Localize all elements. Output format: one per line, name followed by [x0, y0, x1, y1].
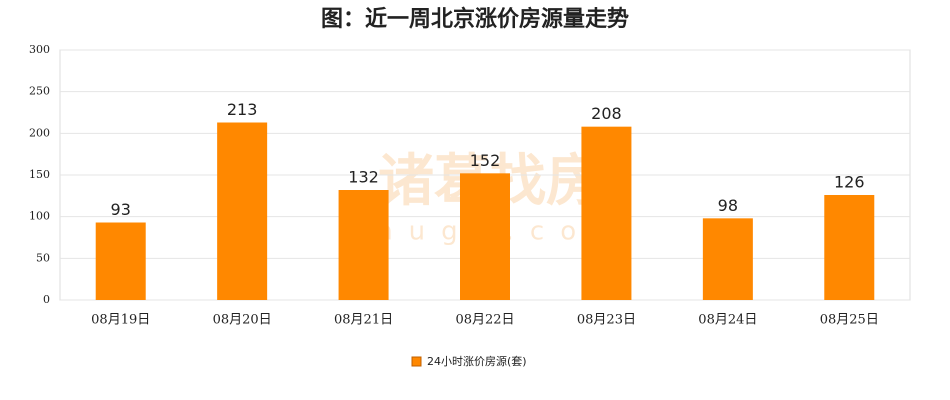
y-tick-label: 300	[29, 43, 50, 56]
x-tick-label: 08月21日	[334, 313, 393, 328]
data-label: 132	[348, 168, 379, 187]
bar	[460, 173, 510, 300]
y-tick-label: 0	[43, 293, 50, 306]
y-tick-label: 150	[29, 168, 50, 181]
x-tick-label: 08月22日	[455, 313, 514, 328]
data-label: 213	[227, 100, 258, 119]
x-tick-label: 08月23日	[577, 313, 636, 328]
x-tick-label: 08月19日	[91, 313, 150, 328]
y-tick-label: 100	[29, 210, 50, 223]
data-label: 152	[470, 151, 501, 170]
y-tick-label: 200	[29, 126, 50, 139]
x-tick-label: 08月20日	[213, 313, 272, 328]
data-label: 126	[834, 173, 865, 192]
x-tick-label: 08月24日	[698, 313, 757, 328]
y-tick-label: 50	[36, 251, 50, 264]
legend-swatch	[411, 356, 422, 367]
data-label: 208	[591, 104, 622, 123]
chart-title: 图：近一周北京涨价房源量走势	[321, 6, 629, 32]
bar	[824, 195, 875, 300]
bar	[95, 222, 146, 300]
bar	[581, 126, 632, 301]
data-label: 98	[718, 196, 738, 215]
legend-label: 24小时涨价房源(套)	[427, 354, 527, 368]
bar	[338, 190, 389, 300]
x-tick-label: 08月25日	[820, 313, 879, 328]
bar	[702, 218, 753, 300]
bar	[217, 122, 268, 300]
data-label: 93	[111, 200, 131, 219]
y-tick-label: 250	[29, 85, 50, 98]
